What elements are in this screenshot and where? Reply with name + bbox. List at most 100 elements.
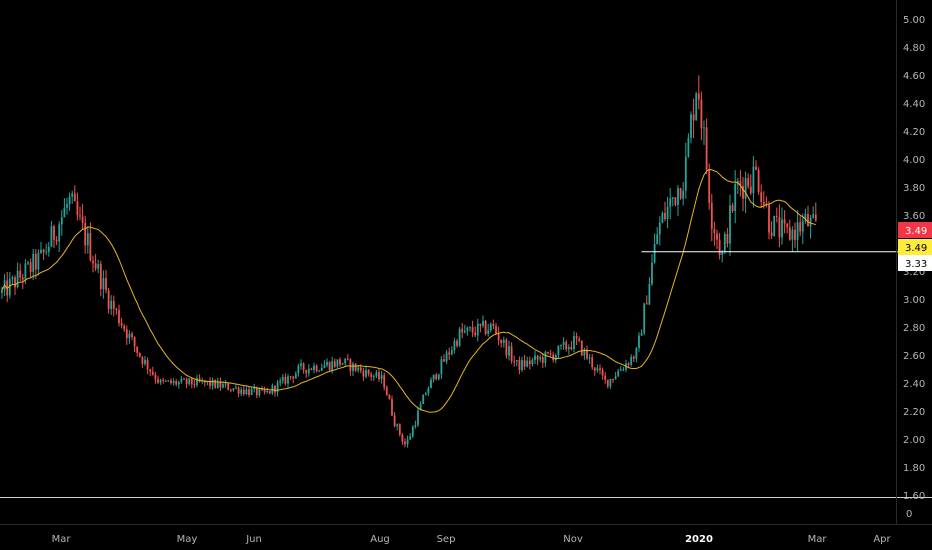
candle-up [159, 378, 162, 385]
candle-body [807, 214, 809, 227]
candle-up [323, 360, 326, 369]
candle-up [47, 242, 50, 257]
candle-down [362, 367, 365, 382]
candle-body [315, 365, 318, 372]
candle-body [726, 233, 729, 244]
candle-body [55, 239, 58, 242]
candle-body [328, 362, 331, 370]
x-tick-label: Nov [563, 534, 583, 545]
candle-body [16, 270, 19, 288]
candle-up [232, 388, 235, 392]
candle-body [253, 387, 256, 389]
candle-body [606, 379, 609, 387]
candle-down [242, 386, 245, 396]
candle-body [242, 389, 245, 394]
candle-body [125, 329, 128, 339]
candle-body [731, 205, 734, 211]
candle-down [73, 185, 76, 202]
candle-body [463, 330, 466, 333]
candle-body [336, 359, 339, 367]
candle-body [492, 324, 495, 326]
candle-down [131, 331, 133, 341]
candle-body [232, 388, 235, 391]
candle-down [146, 357, 149, 375]
candle-up [666, 196, 669, 229]
candle-down [716, 229, 718, 249]
candle-body [630, 357, 633, 365]
candle-down [209, 377, 211, 390]
candle-up [466, 326, 469, 336]
candle-body [424, 393, 427, 395]
candle-body [427, 388, 430, 394]
candle-body [703, 127, 705, 129]
candle-body [307, 368, 310, 374]
candle-body [196, 378, 198, 385]
candle-body [8, 279, 11, 296]
candle-down [794, 222, 796, 248]
candle-body [536, 355, 539, 360]
price-label-text: 3.49 [905, 226, 927, 237]
candle-body [599, 368, 601, 370]
candle-body [157, 379, 159, 383]
candle-up [216, 377, 219, 389]
candle-down [755, 160, 757, 171]
candle-body [183, 378, 185, 380]
candle-body [591, 357, 594, 368]
candle-up [287, 374, 289, 388]
candle-body [401, 434, 404, 442]
candle-body [435, 374, 438, 379]
price-labels: 3.49 3.49 3.33 [898, 222, 932, 271]
candle-up [703, 120, 705, 145]
candle-body [604, 375, 607, 380]
candle-body [411, 426, 414, 437]
candle-down [339, 357, 341, 367]
candle-body [120, 323, 123, 326]
moving-average-line [1, 168, 816, 413]
candle-up [671, 197, 674, 207]
candle-up [8, 271, 11, 299]
candle-body [796, 222, 799, 240]
candle-body [53, 226, 55, 240]
candle-body [526, 360, 529, 367]
candle-up [110, 295, 113, 315]
candle-body [744, 178, 747, 199]
candle-up [487, 323, 490, 337]
candle-body [149, 369, 152, 372]
price-label-tag: 3.33 [898, 255, 932, 271]
candle-body [539, 357, 542, 360]
candle-down [367, 369, 370, 377]
candle-up [427, 386, 430, 396]
candle-down [435, 372, 438, 381]
candle-body [531, 359, 534, 365]
candle-body [422, 394, 425, 404]
candle-down [708, 163, 711, 210]
candle-up [573, 331, 575, 353]
candle-body [528, 360, 531, 365]
candle-body [297, 365, 300, 374]
candle-body [794, 229, 796, 240]
candle-body [305, 369, 308, 374]
time-axis[interactable]: Mar May Jun Aug Sep Nov 2020 Mar Apr [52, 534, 892, 545]
candle-body [645, 303, 648, 305]
candle-up [307, 364, 310, 377]
candle-down [29, 258, 32, 278]
candle-body [383, 375, 386, 388]
candle-down [742, 177, 744, 212]
candle-body [612, 379, 614, 380]
candle-down [115, 307, 118, 315]
candle-body [146, 359, 149, 370]
candle-body [812, 214, 815, 218]
y-tick-label: 1.80 [903, 463, 925, 474]
candle-body [393, 415, 396, 427]
candle-body [757, 169, 760, 193]
candle-down [739, 169, 742, 197]
candle-up [521, 356, 523, 372]
candle-body [409, 436, 412, 440]
candle-up [526, 356, 529, 368]
candle-up [297, 363, 300, 377]
candle-down [505, 337, 508, 359]
candle-down [664, 201, 666, 222]
price-label-text: 3.33 [905, 259, 927, 270]
candle-down [378, 368, 380, 382]
